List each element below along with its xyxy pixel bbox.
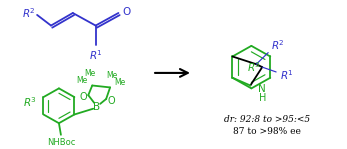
Text: $R^3$: $R^3$ — [23, 95, 36, 109]
Text: Me: Me — [85, 69, 96, 78]
Text: Me: Me — [77, 76, 88, 85]
Text: $R^2$: $R^2$ — [22, 6, 36, 20]
Text: H: H — [259, 93, 266, 103]
Text: N: N — [259, 84, 266, 94]
Text: $R^1$: $R^1$ — [88, 49, 103, 62]
Text: NHBoc: NHBoc — [47, 138, 75, 147]
Text: 87 to >98% ee: 87 to >98% ee — [233, 127, 301, 136]
Text: Me: Me — [107, 71, 118, 80]
Text: O: O — [122, 7, 130, 17]
Text: $R^1$: $R^1$ — [280, 68, 294, 82]
Text: O: O — [79, 92, 87, 102]
Text: B: B — [93, 102, 100, 112]
Text: $R^2$: $R^2$ — [271, 38, 285, 52]
Text: $R^3$: $R^3$ — [247, 60, 261, 74]
Text: O: O — [107, 96, 115, 106]
Text: Me: Me — [115, 78, 126, 87]
Text: dr: 92:8 to >95:<5: dr: 92:8 to >95:<5 — [224, 115, 310, 124]
